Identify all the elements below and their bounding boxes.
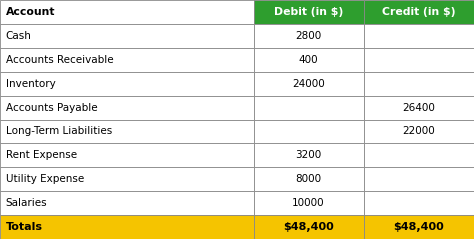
Bar	[364, 191, 474, 215]
Text: Utility Expense: Utility Expense	[6, 174, 84, 184]
Bar	[364, 96, 474, 120]
Bar	[0, 143, 254, 167]
Bar	[364, 143, 474, 167]
Bar	[254, 215, 364, 239]
Text: Salaries: Salaries	[6, 198, 47, 208]
Bar	[0, 96, 254, 120]
Bar	[254, 191, 364, 215]
Bar	[254, 0, 364, 24]
Text: Rent Expense: Rent Expense	[6, 150, 77, 160]
Text: Cash: Cash	[6, 31, 32, 41]
Bar	[0, 120, 254, 143]
Bar	[254, 24, 364, 48]
Text: 3200: 3200	[295, 150, 322, 160]
Bar	[0, 215, 254, 239]
Bar	[364, 48, 474, 72]
Bar	[254, 167, 364, 191]
Text: $48,400: $48,400	[393, 222, 444, 232]
Bar	[0, 0, 254, 24]
Text: Accounts Payable: Accounts Payable	[6, 103, 97, 113]
Text: Inventory: Inventory	[6, 79, 55, 89]
Bar	[364, 72, 474, 96]
Text: 26400: 26400	[402, 103, 435, 113]
Bar	[364, 167, 474, 191]
Text: Accounts Receivable: Accounts Receivable	[6, 55, 113, 65]
Bar	[364, 215, 474, 239]
Text: 24000: 24000	[292, 79, 325, 89]
Bar	[254, 120, 364, 143]
Bar	[254, 72, 364, 96]
Text: 22000: 22000	[402, 126, 435, 136]
Bar	[0, 191, 254, 215]
Text: 10000: 10000	[292, 198, 325, 208]
Bar	[364, 24, 474, 48]
Bar	[364, 0, 474, 24]
Bar	[364, 120, 474, 143]
Text: Account: Account	[6, 7, 55, 17]
Text: Debit (in $): Debit (in $)	[274, 7, 343, 17]
Text: Credit (in $): Credit (in $)	[382, 7, 456, 17]
Text: $48,400: $48,400	[283, 222, 334, 232]
Bar	[0, 48, 254, 72]
Text: 400: 400	[299, 55, 319, 65]
Text: Totals: Totals	[6, 222, 43, 232]
Text: 2800: 2800	[295, 31, 322, 41]
Text: 8000: 8000	[295, 174, 322, 184]
Bar	[0, 24, 254, 48]
Bar	[254, 96, 364, 120]
Bar	[254, 48, 364, 72]
Text: Long-Term Liabilities: Long-Term Liabilities	[6, 126, 112, 136]
Bar	[0, 167, 254, 191]
Bar	[0, 72, 254, 96]
Bar	[254, 143, 364, 167]
